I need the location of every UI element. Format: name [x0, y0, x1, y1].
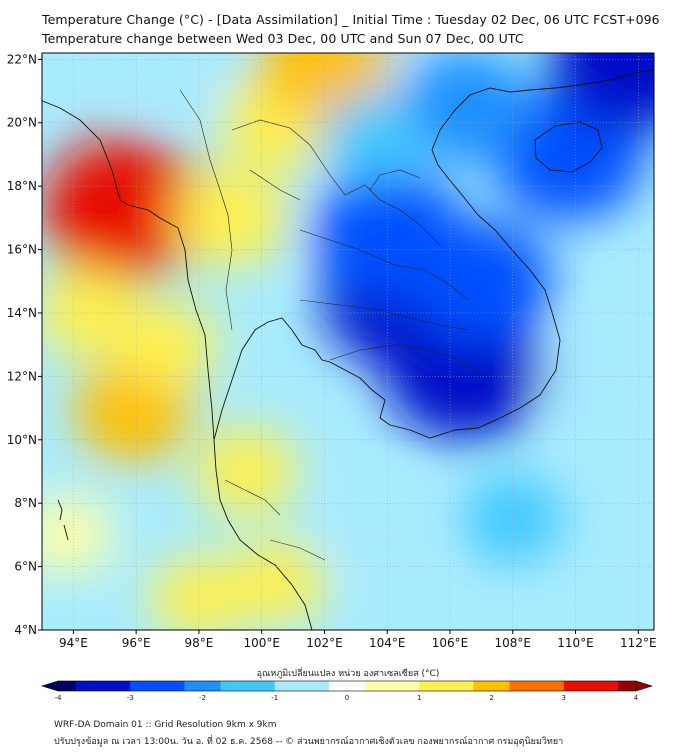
field-anomaly-4 [173, 168, 287, 268]
lat-tick-label: 12°N [7, 369, 37, 383]
field-anomaly-21 [343, 496, 432, 574]
graticule [38, 53, 654, 634]
colorbar-tick-label: 0 [345, 694, 349, 702]
field-anomaly-14 [411, 220, 552, 343]
coastline-mainland-west [42, 100, 313, 630]
colorbar-tick-label: -1 [271, 694, 278, 702]
colorbar-segment [292, 681, 312, 691]
colorbar: -4 -3 -2 -1 0 1 2 3 4 [40, 680, 654, 702]
field-anomaly-3 [117, 301, 218, 388]
lon-tick-label: 100°E [243, 636, 280, 650]
coastline-andaman [57, 499, 69, 541]
field-anomaly-9 [42, 494, 115, 576]
lat-tick-label: 10°N [7, 433, 37, 447]
plot-frame [41, 52, 655, 631]
field-anomaly-2 [42, 267, 142, 359]
field-anomaly-8 [229, 540, 326, 625]
colorbar-segment [58, 681, 77, 691]
colorbar-segment [491, 681, 510, 691]
lon-tick-label: 112°E [620, 636, 657, 650]
lat-tick-label: 4°N [14, 623, 37, 637]
field-anomaly-10 [150, 556, 248, 630]
colorbar-tick-label: -2 [199, 694, 206, 702]
colorbar-segment [347, 681, 366, 691]
footer-credit: ปรับปรุงข้อมูล ณ เวลา 13:00น. วัน อ. ที่… [54, 737, 564, 747]
lat-tick-label: 22°N [7, 52, 37, 66]
lon-tick-label: 108°E [495, 636, 532, 650]
colorbar-segment [220, 681, 239, 691]
lat-tick-label: 8°N [14, 496, 37, 510]
coastline-hainan [534, 121, 603, 173]
colorbar-segment [617, 681, 637, 691]
map-subtitle: Temperature change between Wed 03 Dec, 0… [42, 31, 524, 46]
lon-tick-label: 94°E [59, 636, 88, 650]
field-anomaly-7 [194, 427, 298, 516]
lat-tick-label: 6°N [14, 560, 37, 574]
plot-area [42, 53, 654, 630]
colorbar-segment [437, 681, 456, 691]
colorbar-segment [148, 681, 167, 691]
colorbar-segment [274, 681, 294, 691]
colorbar-segment [238, 681, 257, 691]
colorbar-segment [419, 681, 438, 691]
colorbar-segment [401, 681, 420, 691]
footer-model-info: WRF-DA Domain 01 :: Grid Resolution 9km … [54, 720, 277, 730]
colorbar-segment [202, 681, 221, 691]
lon-tick-label: 102°E [306, 636, 343, 650]
field-anomaly-16 [399, 53, 532, 165]
field-anomaly-17 [549, 53, 654, 132]
field-anomaly-22 [143, 53, 224, 110]
lon-tick-label: 104°E [369, 636, 406, 650]
lat-tick-label: 18°N [7, 179, 37, 193]
colorbar-segment [509, 681, 528, 691]
colorbar-segment [599, 681, 619, 691]
colorbar-segment [328, 681, 348, 691]
field-anomaly-18 [320, 94, 423, 183]
map-title: Temperature Change (°C) - [Data Assimila… [42, 12, 660, 27]
colorbar-segment [527, 681, 546, 691]
colorbar-segment [76, 681, 95, 691]
colorbar-frame [57, 680, 637, 692]
colorbar-segment [563, 681, 583, 691]
colorbar-tick-label: 2 [489, 694, 493, 702]
colorbar-extend-min [40, 680, 59, 692]
field-anomaly-0 [42, 137, 206, 280]
colorbar-segment [545, 681, 565, 691]
colorbar-segment [184, 681, 203, 691]
colorbar-segment [310, 681, 330, 691]
lat-tick-label: 20°N [7, 116, 37, 130]
colorbar-segment [455, 681, 474, 691]
lon-tick-label: 110°E [557, 636, 594, 650]
lat-tick-label: 16°N [7, 243, 37, 257]
colorbar-label: อุณหภูมิเปลี่ยนแปลง หน่วย องศาเซลเซียส (… [257, 666, 440, 679]
colorbar-segment [383, 681, 402, 691]
lat-tick-label: 14°N [7, 306, 37, 320]
field-anomaly-20 [461, 474, 564, 564]
colorbar-tick-label: -4 [55, 694, 63, 702]
lon-tick-label: 98°E [184, 636, 213, 650]
colorbar-tick-label: 4 [634, 694, 639, 702]
colorbar-extend-max [635, 680, 654, 692]
colorbar-tick-label: 1 [417, 694, 421, 702]
colorbar-segment [473, 681, 492, 691]
colorbar-tick-label: -3 [127, 694, 134, 702]
colorbar-segment [256, 681, 276, 691]
lon-tick-label: 96°E [122, 636, 151, 650]
colorbar-segment [130, 681, 149, 691]
coastlines [42, 69, 654, 630]
lon-tick-label: 106°E [432, 636, 469, 650]
colorbar-segment [365, 681, 384, 691]
colorbar-segment [94, 681, 113, 691]
colorbar-segment [166, 681, 185, 691]
colorbar-segment [581, 681, 601, 691]
colorbar-segment [112, 681, 131, 691]
coastline-vietnam [389, 69, 654, 439]
colorbar-tick-label: 3 [562, 694, 566, 702]
coastline-gulf-thailand [213, 317, 391, 441]
